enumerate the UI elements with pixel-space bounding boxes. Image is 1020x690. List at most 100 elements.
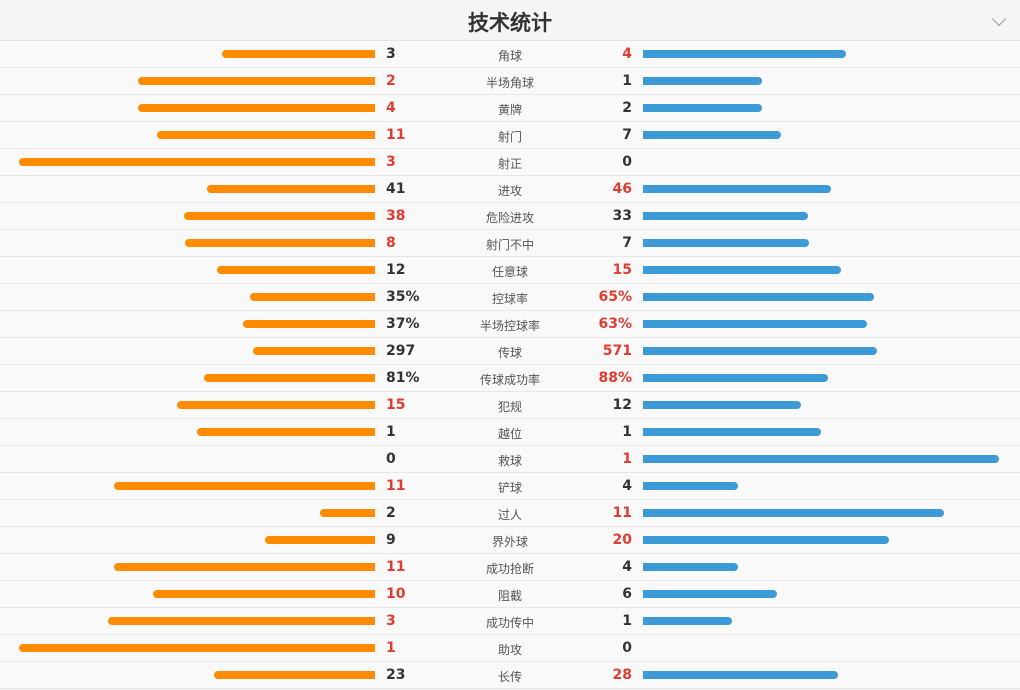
away-value: 88% (598, 370, 632, 386)
away-value: 0 (622, 154, 632, 170)
stat-label: 任意球 (491, 265, 528, 279)
stat-label: 犯规 (497, 400, 522, 414)
away-bar (643, 509, 945, 517)
away-value: 4 (622, 46, 632, 62)
stat-label: 传球成功率 (479, 373, 540, 387)
away-bar (643, 266, 841, 274)
home-bar (157, 131, 375, 139)
stat-row: 9 界外球 20 (0, 527, 1020, 554)
stat-label: 进攻 (497, 184, 522, 198)
stat-label: 射门 (497, 130, 522, 144)
stat-row: 12 任意球 15 (0, 257, 1020, 284)
home-bar (152, 590, 375, 598)
away-bar (643, 671, 839, 679)
home-value: 15 (386, 397, 406, 413)
stats-table: 3 角球 4 2 半场角球 1 4 黄牌 2 11 射门 7 3 射正 0 41 进攻 46 38 危险进攻 33 8 射门… (0, 41, 1020, 689)
home-value: 81% (386, 370, 420, 386)
away-bar (643, 212, 809, 220)
stat-row: 37% 半场控球率 63% (0, 311, 1020, 338)
stat-row: 1 助攻 0 (0, 635, 1020, 662)
home-value: 10 (386, 586, 406, 602)
stat-row: 0 救球 1 (0, 446, 1020, 473)
stat-row: 4 黄牌 2 (0, 95, 1020, 122)
away-value: 4 (622, 559, 632, 575)
away-bar (643, 293, 875, 301)
away-bar (643, 617, 732, 625)
stat-label: 控球率 (491, 292, 528, 306)
stat-row: 10 阻截 6 (0, 581, 1020, 608)
away-value: 7 (622, 235, 632, 251)
away-value: 0 (622, 640, 632, 656)
stat-row: 2 半场角球 1 (0, 68, 1020, 95)
home-bar (184, 212, 375, 220)
stat-row: 41 进攻 46 (0, 176, 1020, 203)
stat-row: 38 危险进攻 33 (0, 203, 1020, 230)
home-value: 3 (386, 154, 396, 170)
stat-row: 3 成功传中 1 (0, 608, 1020, 635)
away-value: 2 (622, 100, 632, 116)
away-bar (643, 131, 782, 139)
stat-row: 3 角球 4 (0, 41, 1020, 68)
home-bar (185, 239, 375, 247)
home-value: 11 (386, 559, 406, 575)
away-value: 11 (612, 505, 632, 521)
away-bar (643, 563, 738, 571)
home-value: 37% (386, 316, 420, 332)
home-value: 3 (386, 46, 396, 62)
away-value: 20 (612, 532, 632, 548)
away-bar (643, 77, 762, 85)
away-bar (643, 50, 847, 58)
stat-label: 传球 (497, 346, 522, 360)
stat-row: 15 犯规 12 (0, 392, 1020, 419)
stat-label: 射门不中 (485, 238, 534, 252)
stat-label: 射正 (497, 157, 522, 171)
home-bar (137, 104, 375, 112)
home-bar (250, 293, 375, 301)
away-value: 12 (612, 397, 632, 413)
stat-label: 成功传中 (485, 616, 534, 630)
away-value: 33 (612, 208, 632, 224)
stat-label: 铲球 (497, 481, 522, 495)
stat-label: 阻截 (497, 589, 522, 603)
stat-row: 3 射正 0 (0, 149, 1020, 176)
away-bar (643, 482, 738, 490)
stat-row: 23 长传 28 (0, 662, 1020, 689)
stat-label: 黄牌 (497, 103, 522, 117)
away-bar (643, 104, 762, 112)
home-value: 35% (386, 289, 420, 305)
away-value: 1 (622, 73, 632, 89)
home-bar (207, 185, 375, 193)
stat-row: 8 射门不中 7 (0, 230, 1020, 257)
page-title: 技术统计 (468, 11, 552, 35)
stat-row: 35% 控球率 65% (0, 284, 1020, 311)
home-bar (253, 347, 375, 355)
away-value: 28 (612, 667, 632, 683)
home-bar (204, 374, 375, 382)
stat-row: 11 成功抢断 4 (0, 554, 1020, 581)
home-value: 11 (386, 478, 406, 494)
away-value: 15 (612, 262, 632, 278)
away-bar (643, 185, 832, 193)
away-bar (643, 374, 829, 382)
home-value: 3 (386, 613, 396, 629)
home-value: 2 (386, 505, 396, 521)
home-bar (19, 158, 375, 166)
home-bar (214, 671, 375, 679)
away-value: 7 (622, 127, 632, 143)
stats-header: 技术统计 (0, 0, 1020, 41)
home-value: 4 (386, 100, 396, 116)
home-value: 11 (386, 127, 406, 143)
stat-label: 长传 (497, 670, 522, 684)
stat-label: 过人 (497, 508, 522, 522)
stat-row: 11 射门 7 (0, 122, 1020, 149)
home-value: 297 (386, 343, 416, 359)
home-bar (216, 266, 375, 274)
away-value: 65% (598, 289, 632, 305)
home-bar (137, 77, 375, 85)
away-bar (643, 428, 821, 436)
stat-row: 1 越位 1 (0, 419, 1020, 446)
home-bar (197, 428, 375, 436)
away-value: 1 (622, 424, 632, 440)
home-bar (177, 401, 375, 409)
away-bar (643, 455, 999, 463)
